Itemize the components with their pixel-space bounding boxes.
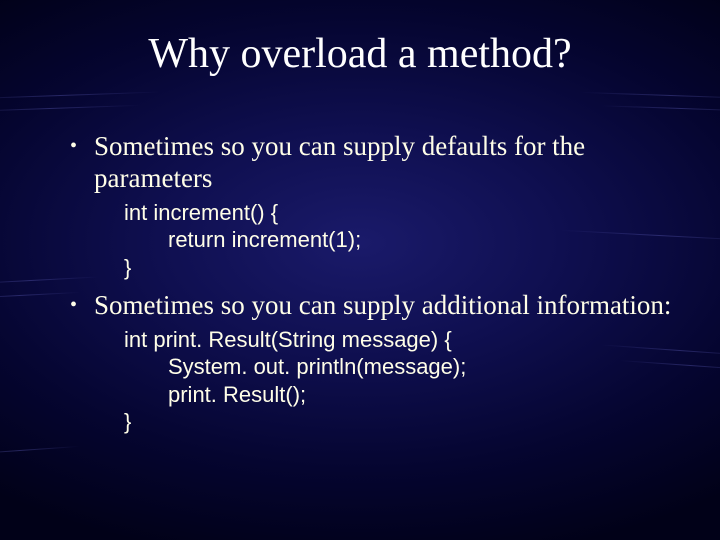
- code-line: int print. Result(String message) {: [124, 326, 680, 354]
- code-line: }: [124, 254, 680, 282]
- bg-streak: [600, 105, 720, 112]
- code-block: int print. Result(String message) { Syst…: [124, 326, 680, 436]
- bullet-marker: •: [70, 289, 94, 321]
- bullet-text: Sometimes so you can supply defaults for…: [94, 130, 680, 195]
- bg-streak: [0, 105, 140, 112]
- code-line: }: [124, 408, 680, 436]
- code-line: System. out. println(message);: [168, 353, 680, 381]
- bullet-item: • Sometimes so you can supply defaults f…: [70, 130, 680, 195]
- bg-streak: [0, 446, 80, 455]
- bg-streak: [580, 92, 720, 99]
- bullet-item: • Sometimes so you can supply additional…: [70, 289, 680, 321]
- slide-title: Why overload a method?: [0, 30, 720, 78]
- bg-streak: [0, 292, 80, 299]
- bullet-marker: •: [70, 130, 94, 162]
- code-block: int increment() { return increment(1); }: [124, 199, 680, 282]
- code-line: print. Result();: [168, 381, 680, 409]
- code-line: return increment(1);: [168, 226, 680, 254]
- bullet-text: Sometimes so you can supply additional i…: [94, 289, 680, 321]
- bg-streak: [0, 92, 160, 100]
- code-line: int increment() {: [124, 199, 680, 227]
- slide-content: • Sometimes so you can supply defaults f…: [70, 130, 680, 444]
